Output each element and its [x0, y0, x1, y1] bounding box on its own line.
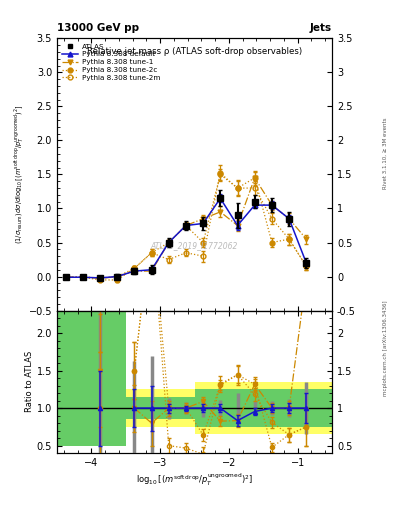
Text: mcplots.cern.ch [arXiv:1306.3436]: mcplots.cern.ch [arXiv:1306.3436]	[383, 301, 387, 396]
Legend: ATLAS, Pythia 8.308 default, Pythia 8.308 tune-1, Pythia 8.308 tune-2c, Pythia 8: ATLAS, Pythia 8.308 default, Pythia 8.30…	[61, 42, 162, 82]
X-axis label: $\log_{10}[(m^{\rm soft\,drop}/p_T^{\rm ungroomed})^2]$: $\log_{10}[(m^{\rm soft\,drop}/p_T^{\rm …	[136, 472, 253, 488]
Text: Jets: Jets	[310, 23, 332, 33]
Text: 13000 GeV pp: 13000 GeV pp	[57, 23, 139, 33]
Text: ATLAS_2019_I1772062: ATLAS_2019_I1772062	[151, 241, 238, 250]
Text: Relative jet mass ρ (ATLAS soft-drop observables): Relative jet mass ρ (ATLAS soft-drop obs…	[87, 47, 302, 56]
Text: Rivet 3.1.10, ≥ 3M events: Rivet 3.1.10, ≥ 3M events	[383, 118, 387, 189]
Y-axis label: $(1/\sigma_{\rm resum})\,d\sigma/d\log_{10}[(m^{\rm soft\,drop}/p_T^{\rm ungroom: $(1/\sigma_{\rm resum})\,d\sigma/d\log_{…	[12, 104, 26, 244]
Y-axis label: Ratio to ATLAS: Ratio to ATLAS	[25, 351, 34, 413]
